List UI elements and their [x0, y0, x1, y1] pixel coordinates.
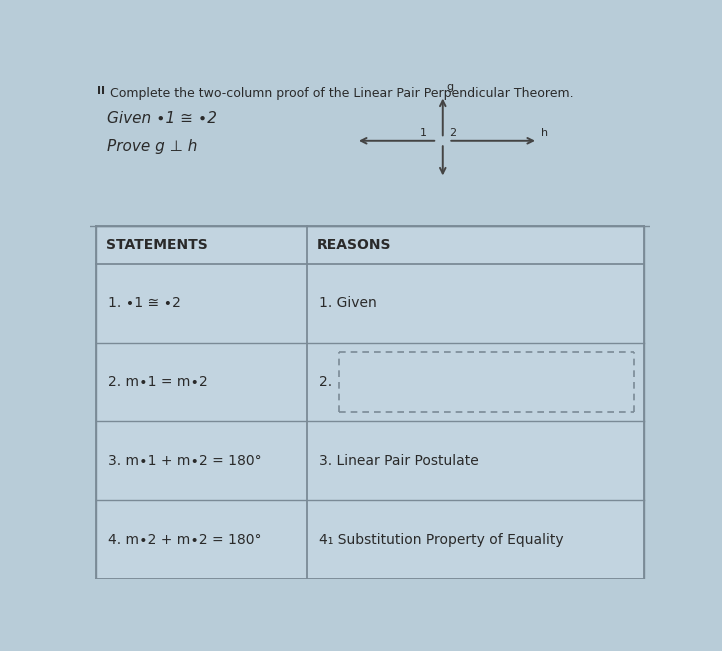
Text: REASONS: REASONS	[317, 238, 391, 252]
Text: Given ∙1 ≅ ∙2: Given ∙1 ≅ ∙2	[107, 111, 217, 126]
Text: 2.: 2.	[319, 375, 332, 389]
Text: 3. Linear Pair Postulate: 3. Linear Pair Postulate	[319, 454, 479, 468]
Text: Prove g ⊥ h: Prove g ⊥ h	[107, 139, 197, 154]
Text: Complete the two-column proof of the Linear Pair Perpendicular Theorem.: Complete the two-column proof of the Lin…	[110, 87, 573, 100]
Text: 2. m∙1 = m∙2: 2. m∙1 = m∙2	[108, 375, 208, 389]
FancyBboxPatch shape	[96, 226, 644, 579]
Text: 4. m∙2 + m∙2 = 180°: 4. m∙2 + m∙2 = 180°	[108, 533, 261, 547]
Text: 3. m∙1 + m∙2 = 180°: 3. m∙1 + m∙2 = 180°	[108, 454, 262, 468]
Text: h: h	[541, 128, 548, 138]
Text: II: II	[97, 86, 105, 96]
Text: STATEMENTS: STATEMENTS	[106, 238, 208, 252]
Text: 4₁ Substitution Property of Equality: 4₁ Substitution Property of Equality	[319, 533, 564, 547]
Text: 1. ∙1 ≅ ∙2: 1. ∙1 ≅ ∙2	[108, 296, 181, 310]
Text: 1. Given: 1. Given	[319, 296, 377, 310]
Text: 2: 2	[450, 128, 456, 138]
Text: g: g	[447, 81, 454, 92]
Text: 1: 1	[420, 128, 427, 138]
